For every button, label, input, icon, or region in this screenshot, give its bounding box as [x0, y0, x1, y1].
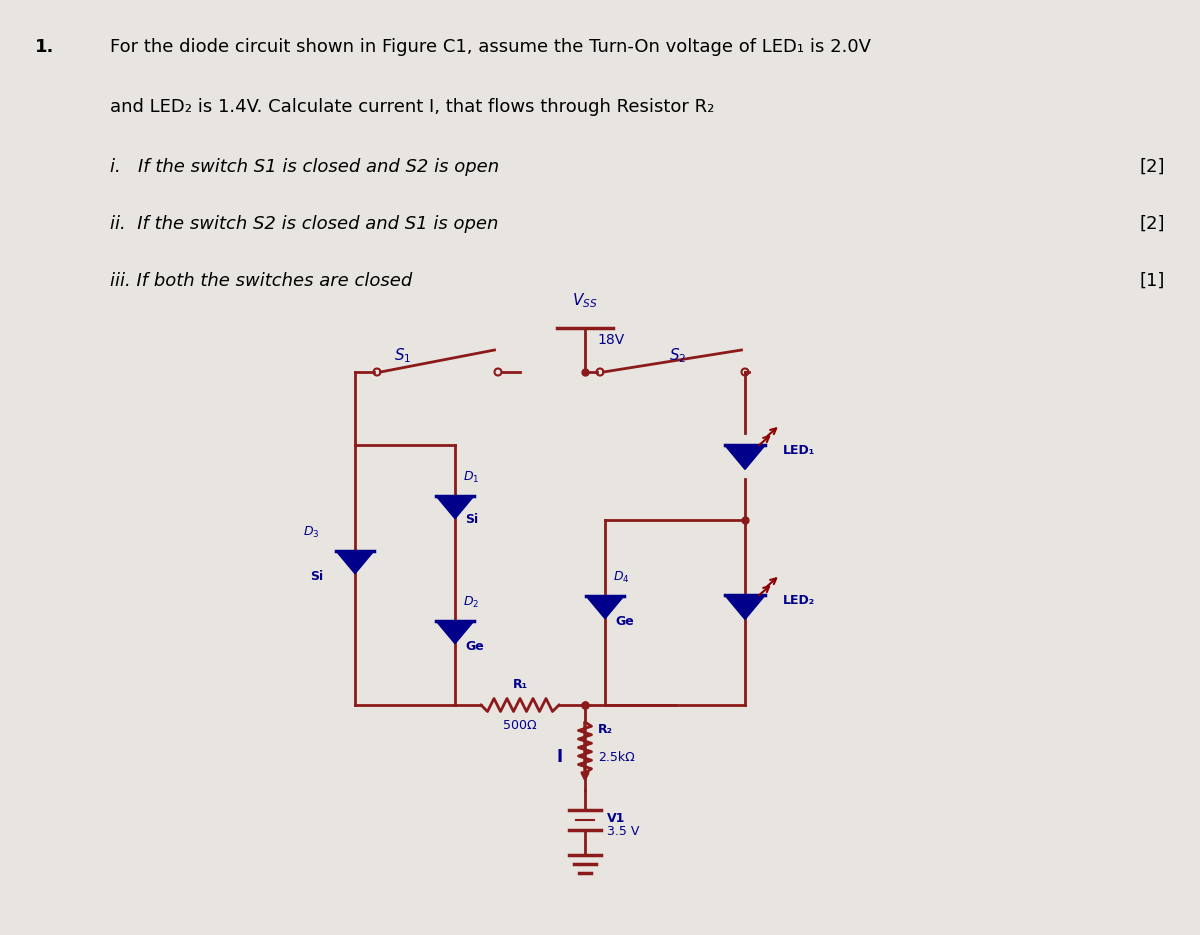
Text: LED₂: LED₂ [784, 594, 815, 607]
Text: $D_4$: $D_4$ [613, 569, 630, 584]
Polygon shape [336, 551, 374, 574]
Text: [2]: [2] [1140, 215, 1165, 233]
Text: $S_1$: $S_1$ [394, 346, 412, 365]
Text: Ge: Ge [616, 614, 634, 627]
Text: $S_2$: $S_2$ [668, 346, 686, 365]
Text: For the diode circuit shown in Figure C1, assume the Turn-On voltage of LED₁ is : For the diode circuit shown in Figure C1… [110, 38, 871, 56]
Text: LED₁: LED₁ [784, 444, 815, 457]
Text: 1.: 1. [35, 38, 54, 56]
Text: V1: V1 [607, 812, 625, 825]
Text: R₁: R₁ [512, 678, 528, 691]
Text: iii. If both the switches are closed: iii. If both the switches are closed [110, 272, 413, 290]
Text: $D_1$: $D_1$ [463, 469, 479, 484]
Text: and LED₂ is 1.4V. Calculate current I, that flows through Resistor R₂: and LED₂ is 1.4V. Calculate current I, t… [110, 98, 714, 116]
Text: ii.  If the switch S2 is closed and S1 is open: ii. If the switch S2 is closed and S1 is… [110, 215, 498, 233]
Text: Si: Si [310, 569, 323, 583]
Text: 18V: 18V [598, 333, 624, 347]
Polygon shape [586, 596, 624, 619]
Text: Ge: Ge [464, 640, 484, 653]
Text: [1]: [1] [1140, 272, 1165, 290]
Text: R₂: R₂ [598, 723, 613, 736]
Text: $D_2$: $D_2$ [463, 595, 479, 610]
Text: 2.5kΩ: 2.5kΩ [598, 751, 635, 764]
Polygon shape [436, 621, 474, 643]
Text: [2]: [2] [1140, 158, 1165, 176]
Text: i.   If the switch S1 is closed and S2 is open: i. If the switch S1 is closed and S2 is … [110, 158, 499, 176]
Polygon shape [725, 596, 766, 619]
Text: 3.5 V: 3.5 V [607, 825, 640, 838]
Polygon shape [436, 496, 474, 519]
Text: 500Ω: 500Ω [503, 719, 536, 732]
Text: I: I [557, 749, 563, 767]
Text: Si: Si [464, 512, 478, 525]
Text: $D_3$: $D_3$ [302, 525, 319, 539]
Polygon shape [725, 445, 766, 469]
Text: $V_{SS}$: $V_{SS}$ [572, 292, 598, 310]
